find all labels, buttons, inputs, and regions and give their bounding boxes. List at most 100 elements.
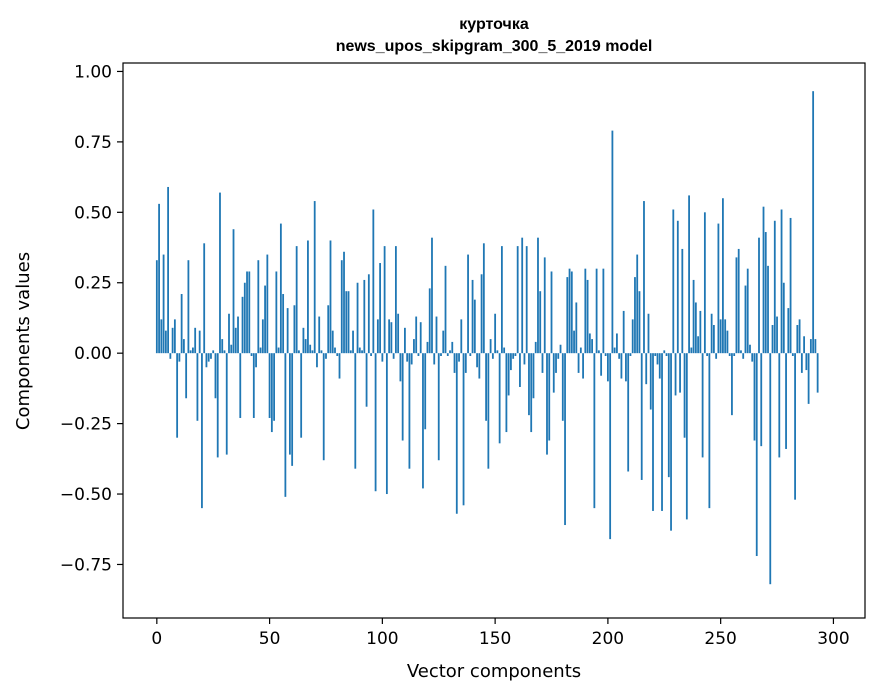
bar — [746, 268, 749, 354]
bar — [591, 339, 593, 354]
bar — [453, 353, 456, 373]
bar — [214, 353, 217, 399]
bar — [167, 186, 169, 354]
bar — [525, 246, 528, 354]
bar — [376, 319, 379, 354]
y-tick-label: −0.25 — [60, 415, 112, 435]
bar — [480, 274, 483, 354]
bar — [381, 353, 384, 362]
bar — [372, 209, 375, 354]
bar — [767, 265, 769, 354]
bar — [248, 271, 251, 354]
bar — [710, 313, 713, 354]
bar — [521, 237, 524, 354]
bar — [413, 339, 415, 354]
y-axis-label: Components values — [13, 252, 34, 430]
bar — [182, 339, 185, 354]
bar — [697, 336, 699, 354]
x-tick-label: 100 — [366, 629, 398, 649]
bar — [717, 223, 720, 354]
bar — [588, 333, 591, 354]
bar — [800, 353, 803, 373]
bar — [356, 282, 359, 354]
bar — [266, 254, 269, 354]
bar — [282, 294, 285, 354]
y-tick-label: 1.00 — [74, 62, 112, 82]
bar — [699, 310, 702, 354]
bar — [446, 353, 449, 356]
bar — [176, 353, 179, 438]
bar — [528, 353, 530, 416]
bar — [758, 237, 760, 354]
bar — [764, 232, 767, 354]
bar — [178, 353, 181, 362]
bar — [435, 316, 438, 354]
bar — [232, 229, 235, 354]
bar — [692, 279, 695, 354]
bar — [422, 353, 424, 489]
bar — [212, 350, 215, 354]
bar — [742, 353, 745, 359]
bar — [640, 353, 643, 480]
bar — [782, 282, 785, 354]
bar — [201, 353, 203, 509]
bar — [284, 353, 287, 497]
y-tick-label: 0.00 — [74, 344, 112, 364]
bar — [428, 288, 431, 354]
bar — [586, 279, 589, 354]
bar — [336, 353, 339, 356]
bar — [622, 310, 625, 354]
bar — [485, 353, 487, 421]
bar — [460, 319, 463, 354]
bar — [744, 285, 747, 354]
bar — [688, 195, 690, 354]
chart-title: курточка — [459, 16, 529, 33]
bar — [530, 353, 533, 433]
bar — [751, 353, 754, 362]
bar — [809, 339, 812, 354]
bar — [555, 353, 557, 373]
bar — [602, 268, 605, 354]
bar — [582, 353, 584, 379]
bar — [401, 353, 404, 441]
bar — [322, 353, 325, 461]
bar — [482, 243, 485, 354]
bar — [645, 353, 648, 385]
y-tick-label: −0.75 — [60, 555, 112, 575]
bar — [780, 209, 783, 354]
bar — [241, 296, 244, 354]
bar — [237, 316, 239, 354]
bar — [755, 353, 758, 557]
bar — [205, 353, 208, 368]
x-tick-label: 50 — [259, 629, 281, 649]
bar — [706, 353, 709, 356]
bar — [519, 353, 521, 387]
bar — [334, 347, 336, 354]
bar — [753, 353, 756, 441]
bar — [458, 353, 460, 362]
bar — [541, 353, 544, 373]
bar — [388, 319, 391, 354]
bar — [239, 353, 242, 418]
bar — [489, 339, 492, 354]
bar — [399, 353, 402, 382]
bar — [462, 353, 465, 506]
bar — [643, 201, 645, 354]
bar — [406, 353, 409, 362]
bar — [469, 353, 472, 356]
bar — [539, 291, 542, 354]
bar — [374, 353, 377, 492]
bar — [534, 341, 537, 354]
plot-frame — [122, 62, 866, 619]
bar — [787, 308, 790, 354]
bar — [579, 347, 582, 354]
bar — [658, 353, 661, 379]
bar — [259, 347, 262, 354]
bar — [210, 353, 212, 359]
bar — [415, 316, 418, 354]
bar — [634, 277, 636, 354]
bar — [158, 203, 160, 354]
bar — [442, 330, 445, 354]
bar — [719, 319, 722, 354]
bar — [672, 209, 675, 354]
